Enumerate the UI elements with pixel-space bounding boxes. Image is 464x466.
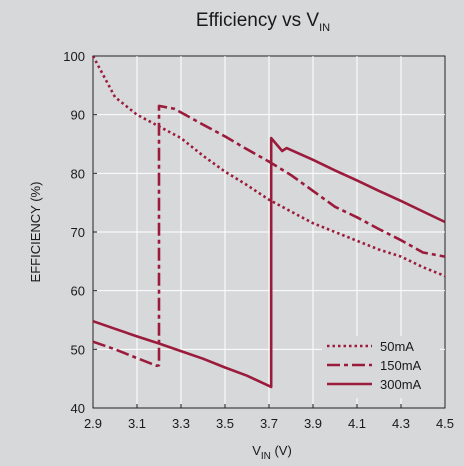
legend: 50mA 150mA 300mA	[322, 336, 440, 398]
y-tick-labels: 40 50 60 70 80 90 100	[63, 49, 97, 416]
legend-label: 150mA	[380, 358, 422, 373]
x-tick-label: 4.5	[436, 416, 454, 431]
x-tick-label: 4.1	[348, 416, 366, 431]
y-tick-label: 70	[71, 225, 85, 240]
y-tick-label: 90	[71, 108, 85, 123]
x-tick-label: 3.1	[128, 416, 146, 431]
y-tick-label: 80	[71, 166, 85, 181]
legend-label: 300mA	[380, 377, 422, 392]
x-tick-label: 2.9	[84, 416, 102, 431]
legend-background	[322, 336, 440, 398]
series-line-150ma	[92, 104, 446, 368]
y-tick-label: 100	[63, 49, 85, 64]
x-tick-label: 3.3	[172, 416, 190, 431]
legend-label: 50mA	[380, 339, 414, 354]
chart-title: Efficiency vs VIN	[196, 10, 330, 34]
x-axis-label: VIN (V)	[252, 443, 292, 462]
x-tick-label: 3.9	[304, 416, 322, 431]
x-tick-label: 3.7	[260, 416, 278, 431]
x-tick-label: 4.3	[392, 416, 410, 431]
y-tick-label: 60	[71, 284, 85, 299]
x-tick-labels: 2.9 3.1 3.3 3.5 3.7 3.9 4.1 4.3 4.5	[84, 404, 454, 431]
series-group	[91, 55, 446, 389]
x-tick-label: 3.5	[216, 416, 234, 431]
y-axis-label: EFFICIENCY (%)	[28, 182, 43, 283]
series-line-300ma	[92, 136, 446, 389]
y-tick-label: 40	[71, 401, 85, 416]
y-tick-label: 50	[71, 342, 85, 357]
